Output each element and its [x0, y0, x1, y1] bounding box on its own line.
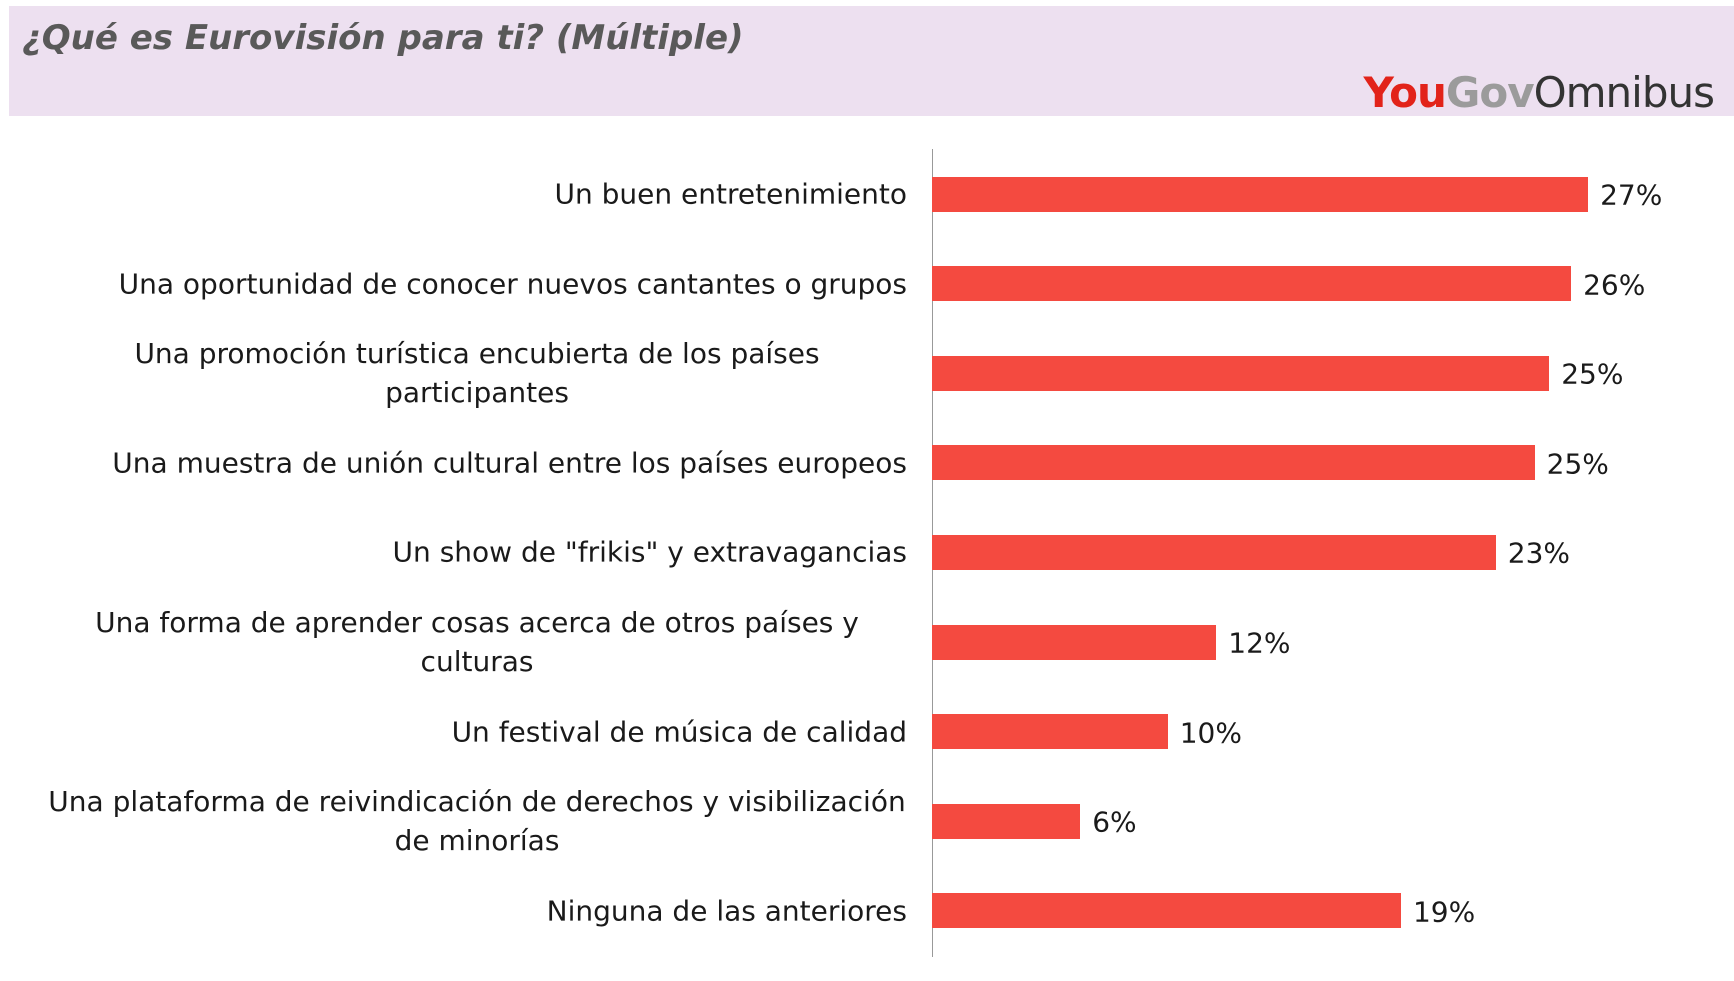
bar: [932, 624, 1217, 660]
value-label: 26%: [1583, 268, 1646, 302]
value-label: 10%: [1179, 716, 1242, 750]
category-label: Ninguna de las anteriores: [546, 894, 907, 928]
category-label: Una muestra de unión cultural entre los …: [112, 446, 907, 480]
value-label: 6%: [1092, 805, 1137, 839]
value-label: 25%: [1561, 357, 1624, 391]
value-label: 23%: [1507, 536, 1570, 570]
category-label: Un buen entretenimiento: [554, 177, 907, 211]
bar: [932, 355, 1550, 391]
value-label: 12%: [1228, 626, 1291, 660]
brand-part: Gov: [1445, 68, 1535, 117]
value-label: 19%: [1412, 895, 1476, 929]
brand-logo: YouGovOmnibus: [1363, 68, 1715, 117]
header: ¿Qué es Eurovisión para ti? (Múltiple) Y…: [9, 6, 1734, 117]
category-label: Una promoción turística encubierta de lo…: [134, 337, 820, 410]
category-label: Un festival de música de calidad: [451, 715, 907, 749]
bar: [932, 445, 1535, 481]
category-label: Una plataforma de reivindicación de dere…: [48, 785, 906, 858]
chart-title: ¿Qué es Eurovisión para ti? (Múltiple): [22, 18, 744, 58]
value-label: 27%: [1600, 178, 1663, 212]
value-label: 25%: [1546, 447, 1609, 481]
bar: [932, 714, 1168, 750]
bar: [932, 176, 1589, 212]
category-label: Una oportunidad de conocer nuevos cantan…: [118, 267, 907, 301]
bar: [932, 266, 1572, 302]
brand-part: Omnibus: [1533, 68, 1715, 117]
category-label: Una forma de aprender cosas acerca de ot…: [95, 606, 859, 678]
bar: [932, 534, 1496, 570]
bar: [932, 803, 1081, 839]
bar: [932, 893, 1401, 929]
brand-part: You: [1363, 68, 1447, 117]
category-label: Un show de "frikis" y extravagancias: [392, 535, 907, 569]
